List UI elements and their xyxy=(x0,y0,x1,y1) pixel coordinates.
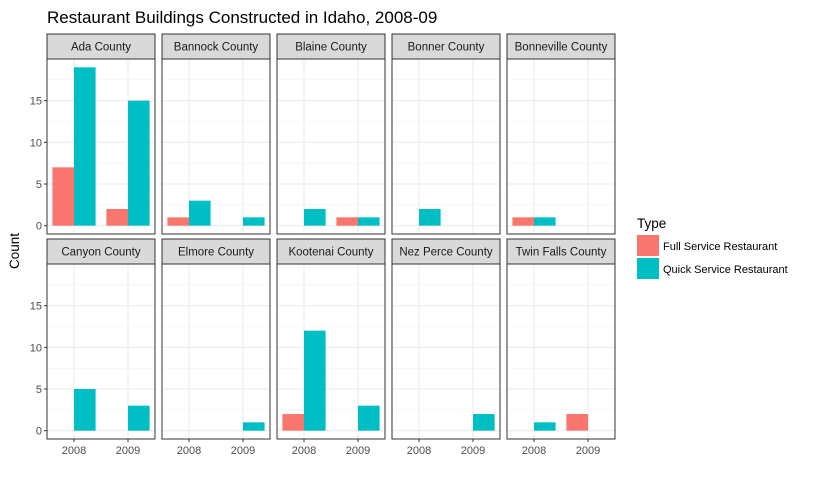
y-tick-label: 15 xyxy=(30,301,42,313)
facet-strip-label: Twin Falls County xyxy=(516,247,607,259)
bar-quick-service xyxy=(304,330,326,431)
facet-panels: Ada County 0 5 10 15 Bannock County Blaine Cou… xyxy=(30,33,616,457)
bar-full-service xyxy=(167,217,189,226)
panel-border xyxy=(391,58,501,235)
chart-title: Restaurant Buildings Constructed in Idah… xyxy=(47,8,437,27)
legend-label-full-service: Full Service Restaurant xyxy=(663,241,777,253)
legend-label-quick-service: Quick Service Restaurant xyxy=(663,264,788,276)
bar-quick-service xyxy=(243,422,265,431)
facet-panel: Blaine County xyxy=(276,33,386,235)
bar-quick-service xyxy=(358,405,380,431)
facet-strip-label: Nez Perce County xyxy=(399,247,493,259)
panel-border xyxy=(506,263,616,440)
facet-strip xyxy=(506,33,616,60)
bar-quick-service xyxy=(534,422,556,431)
facet-panel: Bonner County xyxy=(391,33,501,235)
panel-background xyxy=(277,59,385,234)
panel-border xyxy=(161,263,271,440)
panel-border xyxy=(276,58,386,235)
legend-title: Type xyxy=(637,216,666,231)
facet-strip-label: Blaine County xyxy=(295,42,367,54)
facet-panel: Canyon County 0 5 10 15 2008 2009 xyxy=(30,238,156,457)
y-tick-label: 10 xyxy=(30,137,42,149)
facet-panel: Twin Falls County 2008 2009 xyxy=(506,238,616,457)
y-tick-label: 0 xyxy=(36,426,42,438)
facet-strip xyxy=(161,33,271,60)
bar-full-service xyxy=(106,209,128,226)
facet-panel: Bonneville County xyxy=(506,33,616,235)
facet-strip xyxy=(46,238,156,265)
bar-quick-service xyxy=(304,209,326,226)
y-tick-label: 5 xyxy=(36,179,42,191)
x-tick-label: 2009 xyxy=(461,445,485,457)
facet-strip-label: Elmore County xyxy=(178,247,254,259)
bar-quick-service xyxy=(128,100,150,226)
panel-background xyxy=(162,264,270,439)
bar-quick-service xyxy=(534,217,556,226)
bar-quick-service xyxy=(189,200,211,226)
bar-quick-service xyxy=(128,405,150,431)
y-tick-label: 5 xyxy=(36,384,42,396)
facet-panel: Bannock County xyxy=(161,33,271,235)
bar-full-service xyxy=(566,414,588,431)
y-tick-label: 0 xyxy=(36,221,42,233)
legend: Type Full Service Restaurant Quick Servi… xyxy=(637,216,788,279)
bar-full-service xyxy=(336,217,358,226)
panel-border xyxy=(161,58,271,235)
panel-border xyxy=(46,58,156,235)
facet-panel: Kootenai County 2008 2009 xyxy=(276,238,386,457)
bar-quick-service xyxy=(74,67,96,226)
panel-background xyxy=(392,264,500,439)
facet-strip-label: Kootenai County xyxy=(288,247,373,259)
x-tick-label: 2009 xyxy=(346,445,370,457)
panel-background xyxy=(392,59,500,234)
y-tick-label: 15 xyxy=(30,96,42,108)
facet-strip xyxy=(161,238,271,265)
facet-strip xyxy=(276,238,386,265)
x-tick-label: 2009 xyxy=(576,445,600,457)
facet-strip-label: Canyon County xyxy=(61,247,141,259)
x-tick-label: 2009 xyxy=(231,445,255,457)
legend-swatch-full-service xyxy=(637,235,659,256)
facet-panel: Nez Perce County 2008 2009 xyxy=(391,238,501,457)
panel-background xyxy=(507,264,615,439)
bar-quick-service xyxy=(358,217,380,226)
panel-border xyxy=(391,263,501,440)
bar-quick-service xyxy=(243,217,265,226)
x-tick-label: 2009 xyxy=(116,445,140,457)
bar-full-service xyxy=(52,167,74,226)
x-tick-label: 2008 xyxy=(62,445,86,457)
x-tick-label: 2008 xyxy=(522,445,546,457)
facet-strip xyxy=(276,33,386,60)
bar-quick-service xyxy=(473,414,495,431)
bar-full-service xyxy=(512,217,534,226)
facet-strip xyxy=(506,238,616,265)
facet-strip-label: Bannock County xyxy=(174,42,259,54)
facet-strip-label: Bonneville County xyxy=(515,42,608,54)
y-axis-title: Count xyxy=(7,233,22,269)
facet-panel: Ada County 0 5 10 15 xyxy=(30,33,156,235)
facet-strip xyxy=(391,33,501,60)
y-tick-label: 10 xyxy=(30,342,42,354)
panel-border xyxy=(506,58,616,235)
x-tick-label: 2008 xyxy=(177,445,201,457)
panel-border xyxy=(276,263,386,440)
bar-quick-service xyxy=(419,209,441,226)
legend-swatch-quick-service xyxy=(637,258,659,279)
panel-background xyxy=(162,59,270,234)
facet-panel: Elmore County 2008 2009 xyxy=(161,238,271,457)
x-tick-label: 2008 xyxy=(407,445,431,457)
bar-quick-service xyxy=(74,389,96,431)
facet-strip-label: Ada County xyxy=(71,42,131,54)
x-tick-label: 2008 xyxy=(292,445,316,457)
panel-border xyxy=(46,263,156,440)
facet-strip-label: Bonner County xyxy=(408,42,485,54)
panel-background xyxy=(507,59,615,234)
facet-strip xyxy=(46,33,156,60)
bar-full-service xyxy=(282,414,304,431)
